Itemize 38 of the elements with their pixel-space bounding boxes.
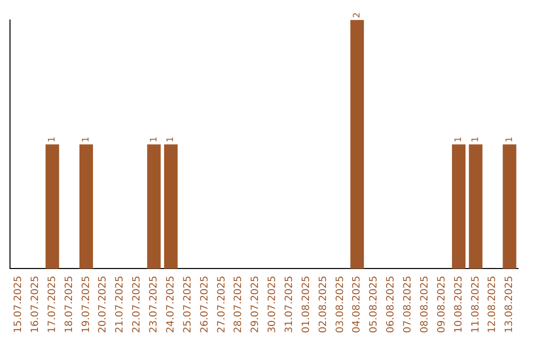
x-tick-label: 26.07.2025: [199, 276, 210, 334]
x-tick-label: 07.08.2025: [402, 276, 414, 334]
x-tick-label: 04.08.2025: [352, 276, 363, 334]
x-tick-label: 09.08.2025: [436, 276, 448, 334]
data-label: 1: [504, 136, 515, 142]
x-tick-label: 30.07.2025: [267, 276, 278, 334]
x-tick-label: 03.08.2025: [334, 276, 346, 334]
x-tick-label: 29.07.2025: [250, 276, 262, 334]
data-label: 1: [149, 136, 160, 142]
x-tick-label: 31.07.2025: [284, 276, 295, 334]
x-tick-label: 05.08.2025: [368, 276, 380, 334]
x-tick-label: 28.07.2025: [233, 276, 244, 334]
x-tick-label: 23.07.2025: [148, 276, 160, 334]
x-tick-label: 11.08.2025: [470, 276, 482, 334]
x-tick-label: 18.07.2025: [64, 276, 75, 334]
x-tick-label: 17.07.2025: [46, 276, 58, 334]
data-label: 2: [352, 12, 362, 18]
data-label: 1: [454, 136, 464, 142]
x-tick-label: 25.07.2025: [182, 276, 194, 334]
x-tick-label: 13.08.2025: [504, 276, 516, 334]
data-label: 1: [471, 136, 482, 142]
x-tick-label: 15.07.2025: [13, 276, 24, 334]
x-tick-label: 22.07.2025: [132, 276, 143, 334]
data-label: 1: [48, 136, 58, 142]
x-tick-label: 16.07.2025: [30, 276, 41, 334]
x-tick-label: 12.08.2025: [487, 276, 498, 334]
data-label: 1: [166, 136, 176, 142]
x-tick-label: 20.07.2025: [98, 276, 109, 334]
x-tick-label: 21.07.2025: [114, 276, 126, 334]
x-tick-label: 02.08.2025: [318, 276, 329, 334]
x-tick-label: 10.08.2025: [453, 276, 464, 334]
x-tick-label: 24.07.2025: [165, 276, 176, 334]
x-tick-label: 27.07.2025: [216, 276, 228, 334]
x-tick-label: 19.07.2025: [80, 276, 92, 334]
data-label: 1: [82, 136, 92, 142]
x-tick-label: 06.08.2025: [386, 276, 397, 334]
x-tick-label: 08.08.2025: [419, 276, 430, 334]
x-tick-label: 01.08.2025: [300, 276, 312, 334]
